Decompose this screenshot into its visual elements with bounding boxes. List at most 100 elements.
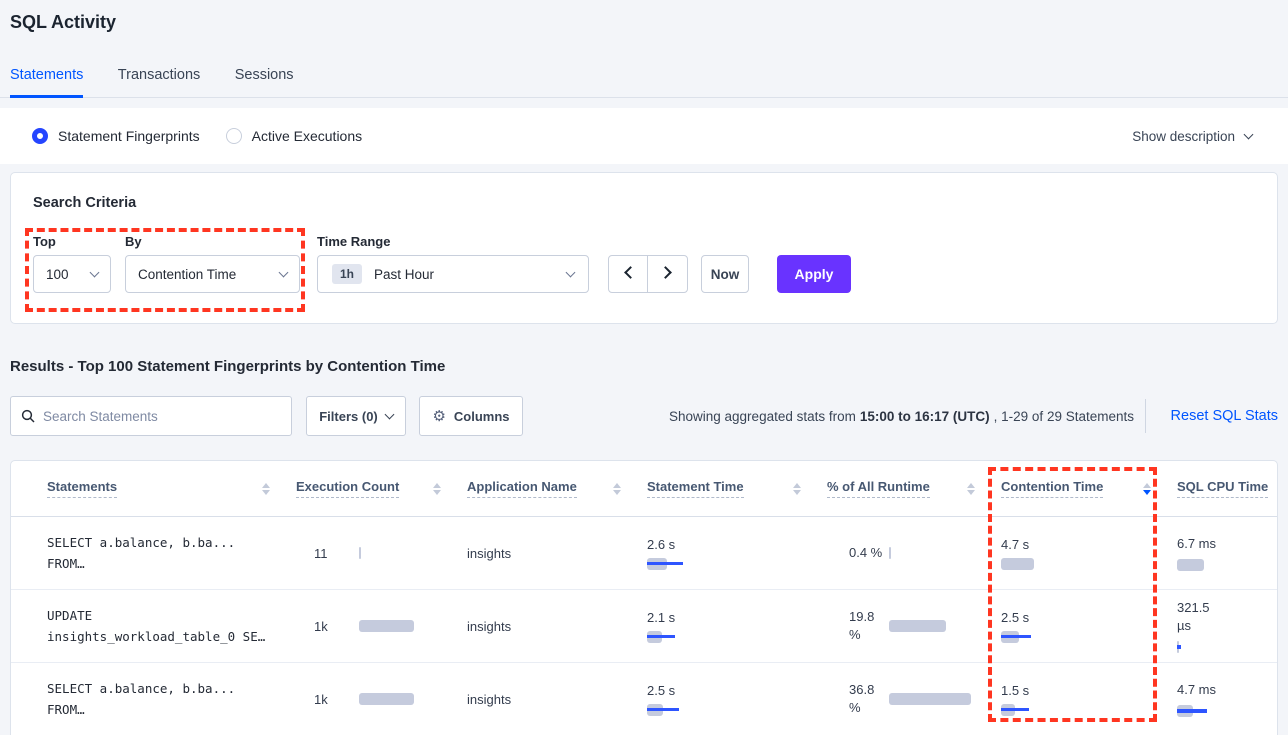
tab-bar: Statements Transactions Sessions — [0, 60, 1288, 98]
time-next-button[interactable] — [648, 256, 687, 292]
time-range-label: Time Range — [317, 234, 391, 249]
search-criteria-heading: Search Criteria — [33, 195, 137, 211]
statement-link[interactable]: SELECT a.balance, b.ba... — [47, 681, 236, 696]
tab-sessions[interactable]: Sessions — [234, 67, 294, 83]
statement-cell: SELECT a.balance, b.ba... FROM… — [11, 517, 296, 589]
bar-line-segment — [647, 634, 675, 638]
search-criteria-panel: Search Criteria Top By Time Range 100 Co… — [10, 172, 1278, 324]
statement-time-bar — [647, 630, 737, 643]
sort-icon[interactable] — [967, 482, 975, 495]
column-header-label[interactable]: Statement Time — [647, 479, 744, 498]
sql-cpu-cell: 6.7 ms — [1177, 517, 1277, 589]
application-name-value: insights — [467, 618, 512, 634]
column-header-execution-count[interactable]: Execution Count — [296, 479, 467, 498]
column-header-label[interactable]: Contention Time — [1001, 479, 1104, 498]
radio-statement-fingerprints[interactable]: Statement Fingerprints — [32, 128, 200, 144]
sort-icon[interactable] — [793, 482, 801, 495]
column-header-label[interactable]: Statements — [47, 479, 118, 498]
search-icon — [21, 409, 35, 423]
radio-active-executions[interactable]: Active Executions — [225, 128, 362, 144]
runtime-pct-bar — [889, 620, 979, 632]
statement-link[interactable]: FROM… — [47, 702, 85, 717]
tab-statements[interactable]: Statements — [10, 60, 84, 98]
column-header-statements[interactable]: Statements — [11, 479, 296, 498]
statement-link[interactable]: UPDATE — [47, 608, 93, 623]
column-header-runtime-pct[interactable]: % of All Runtime — [827, 479, 1001, 498]
column-header-label[interactable]: Application Name — [467, 479, 577, 498]
runtime-pct-cell: 0.4 % — [827, 517, 1001, 589]
runtime-pct-value: 0.4 % — [849, 545, 883, 560]
radio-unselected-icon[interactable] — [225, 128, 242, 144]
chevron-right-icon — [659, 265, 672, 279]
statement-link[interactable]: SELECT a.balance, b.ba... — [47, 535, 236, 550]
statement-link[interactable]: FROM… — [47, 556, 85, 571]
contention-time-value: 2.5 s — [1001, 609, 1030, 625]
runtime-pct-cell: 36.8% — [827, 663, 1001, 735]
tab-transactions[interactable]: Transactions — [117, 67, 201, 83]
bar-mean-segment — [889, 547, 891, 559]
execution-count-value: 1k — [314, 691, 328, 707]
results-toolbar: Filters (0) ⚙ Columns Showing aggregated… — [10, 396, 1278, 436]
show-description-label: Show description — [1132, 128, 1235, 144]
now-button[interactable]: Now — [701, 255, 749, 293]
runtime-pct-cell: 19.8% — [827, 590, 1001, 662]
time-range-select[interactable]: 1h Past Hour — [317, 255, 589, 293]
chevron-down-icon — [384, 409, 395, 419]
statement-time-bar — [647, 557, 737, 570]
top-label: Top — [33, 234, 56, 249]
sql-cpu-bar — [1177, 705, 1267, 717]
time-prev-button[interactable] — [609, 256, 649, 292]
table-row: UPDATE insights_workload_table_0 SE… 1k ins… — [11, 590, 1277, 663]
column-header-label[interactable]: % of All Runtime — [827, 479, 930, 498]
sort-icon[interactable] — [433, 482, 441, 495]
column-header-application-name[interactable]: Application Name — [467, 479, 647, 498]
show-description-toggle[interactable]: Show description — [1132, 128, 1254, 144]
reset-sql-stats-link[interactable]: Reset SQL Stats — [1170, 408, 1278, 424]
apply-button[interactable]: Apply — [777, 255, 851, 293]
bar-line-segment — [1177, 709, 1207, 713]
top-select[interactable]: 100 — [33, 255, 111, 293]
contention-time-bar — [1001, 703, 1091, 716]
filters-label: Filters (0) — [319, 408, 378, 424]
search-statements-input[interactable] — [43, 408, 281, 424]
table-body: SELECT a.balance, b.ba... FROM… 11 insights… — [11, 517, 1277, 735]
chevron-down-icon — [89, 267, 100, 277]
execution-count-bar — [359, 547, 449, 559]
statement-time-cell: 2.1 s — [647, 590, 827, 662]
sql-cpu-cell: 321.5 µs — [1177, 590, 1277, 662]
contention-time-value: 4.7 s — [1001, 536, 1030, 552]
aggregated-stats-text: Showing aggregated stats from 15:00 to 16… — [669, 408, 1134, 424]
sql-cpu-value: 321.5 µs — [1177, 600, 1210, 633]
column-header-contention-time[interactable]: Contention Time — [1001, 479, 1177, 498]
results-heading: Results - Top 100 Statement Fingerprints… — [10, 358, 446, 375]
columns-label: Columns — [453, 408, 510, 424]
bar-mean-segment — [359, 547, 361, 559]
search-statements-box — [10, 396, 292, 436]
column-header-label[interactable]: SQL CPU Time — [1177, 479, 1269, 498]
column-header-sql-cpu-time[interactable]: SQL CPU Time — [1177, 479, 1277, 498]
chevron-down-icon — [1243, 129, 1254, 139]
sql-cpu-cell: 4.7 ms — [1177, 663, 1277, 735]
execution-count-bar — [359, 693, 449, 705]
radio-selected-icon[interactable] — [32, 128, 48, 144]
statement-link[interactable]: insights_workload_table_0 SE… — [47, 629, 266, 644]
statement-cell: SELECT a.balance, b.ba... FROM… — [11, 663, 296, 735]
column-header-label[interactable]: Execution Count — [296, 479, 400, 498]
column-header-statement-time[interactable]: Statement Time — [647, 479, 827, 498]
bar-mean-segment — [359, 620, 414, 632]
sort-icon[interactable] — [262, 482, 270, 495]
statement-time-value: 2.5 s — [647, 682, 676, 698]
execution-count-bar — [359, 620, 449, 632]
bar-mean-segment — [1001, 557, 1034, 570]
by-select[interactable]: Contention Time — [125, 255, 300, 293]
divider — [1145, 399, 1146, 433]
columns-button[interactable]: ⚙ Columns — [419, 396, 523, 436]
sql-cpu-bar — [1177, 641, 1267, 653]
application-name-value: insights — [467, 691, 512, 707]
statement-time-cell: 2.5 s — [647, 663, 827, 735]
sort-icon[interactable] — [613, 482, 621, 495]
filters-button[interactable]: Filters (0) — [306, 396, 406, 436]
stats-time-range: 15:00 to 16:17 (UTC) — [859, 408, 990, 424]
execution-count-value: 11 — [314, 545, 328, 561]
sort-icon-active-desc[interactable] — [1143, 482, 1151, 495]
